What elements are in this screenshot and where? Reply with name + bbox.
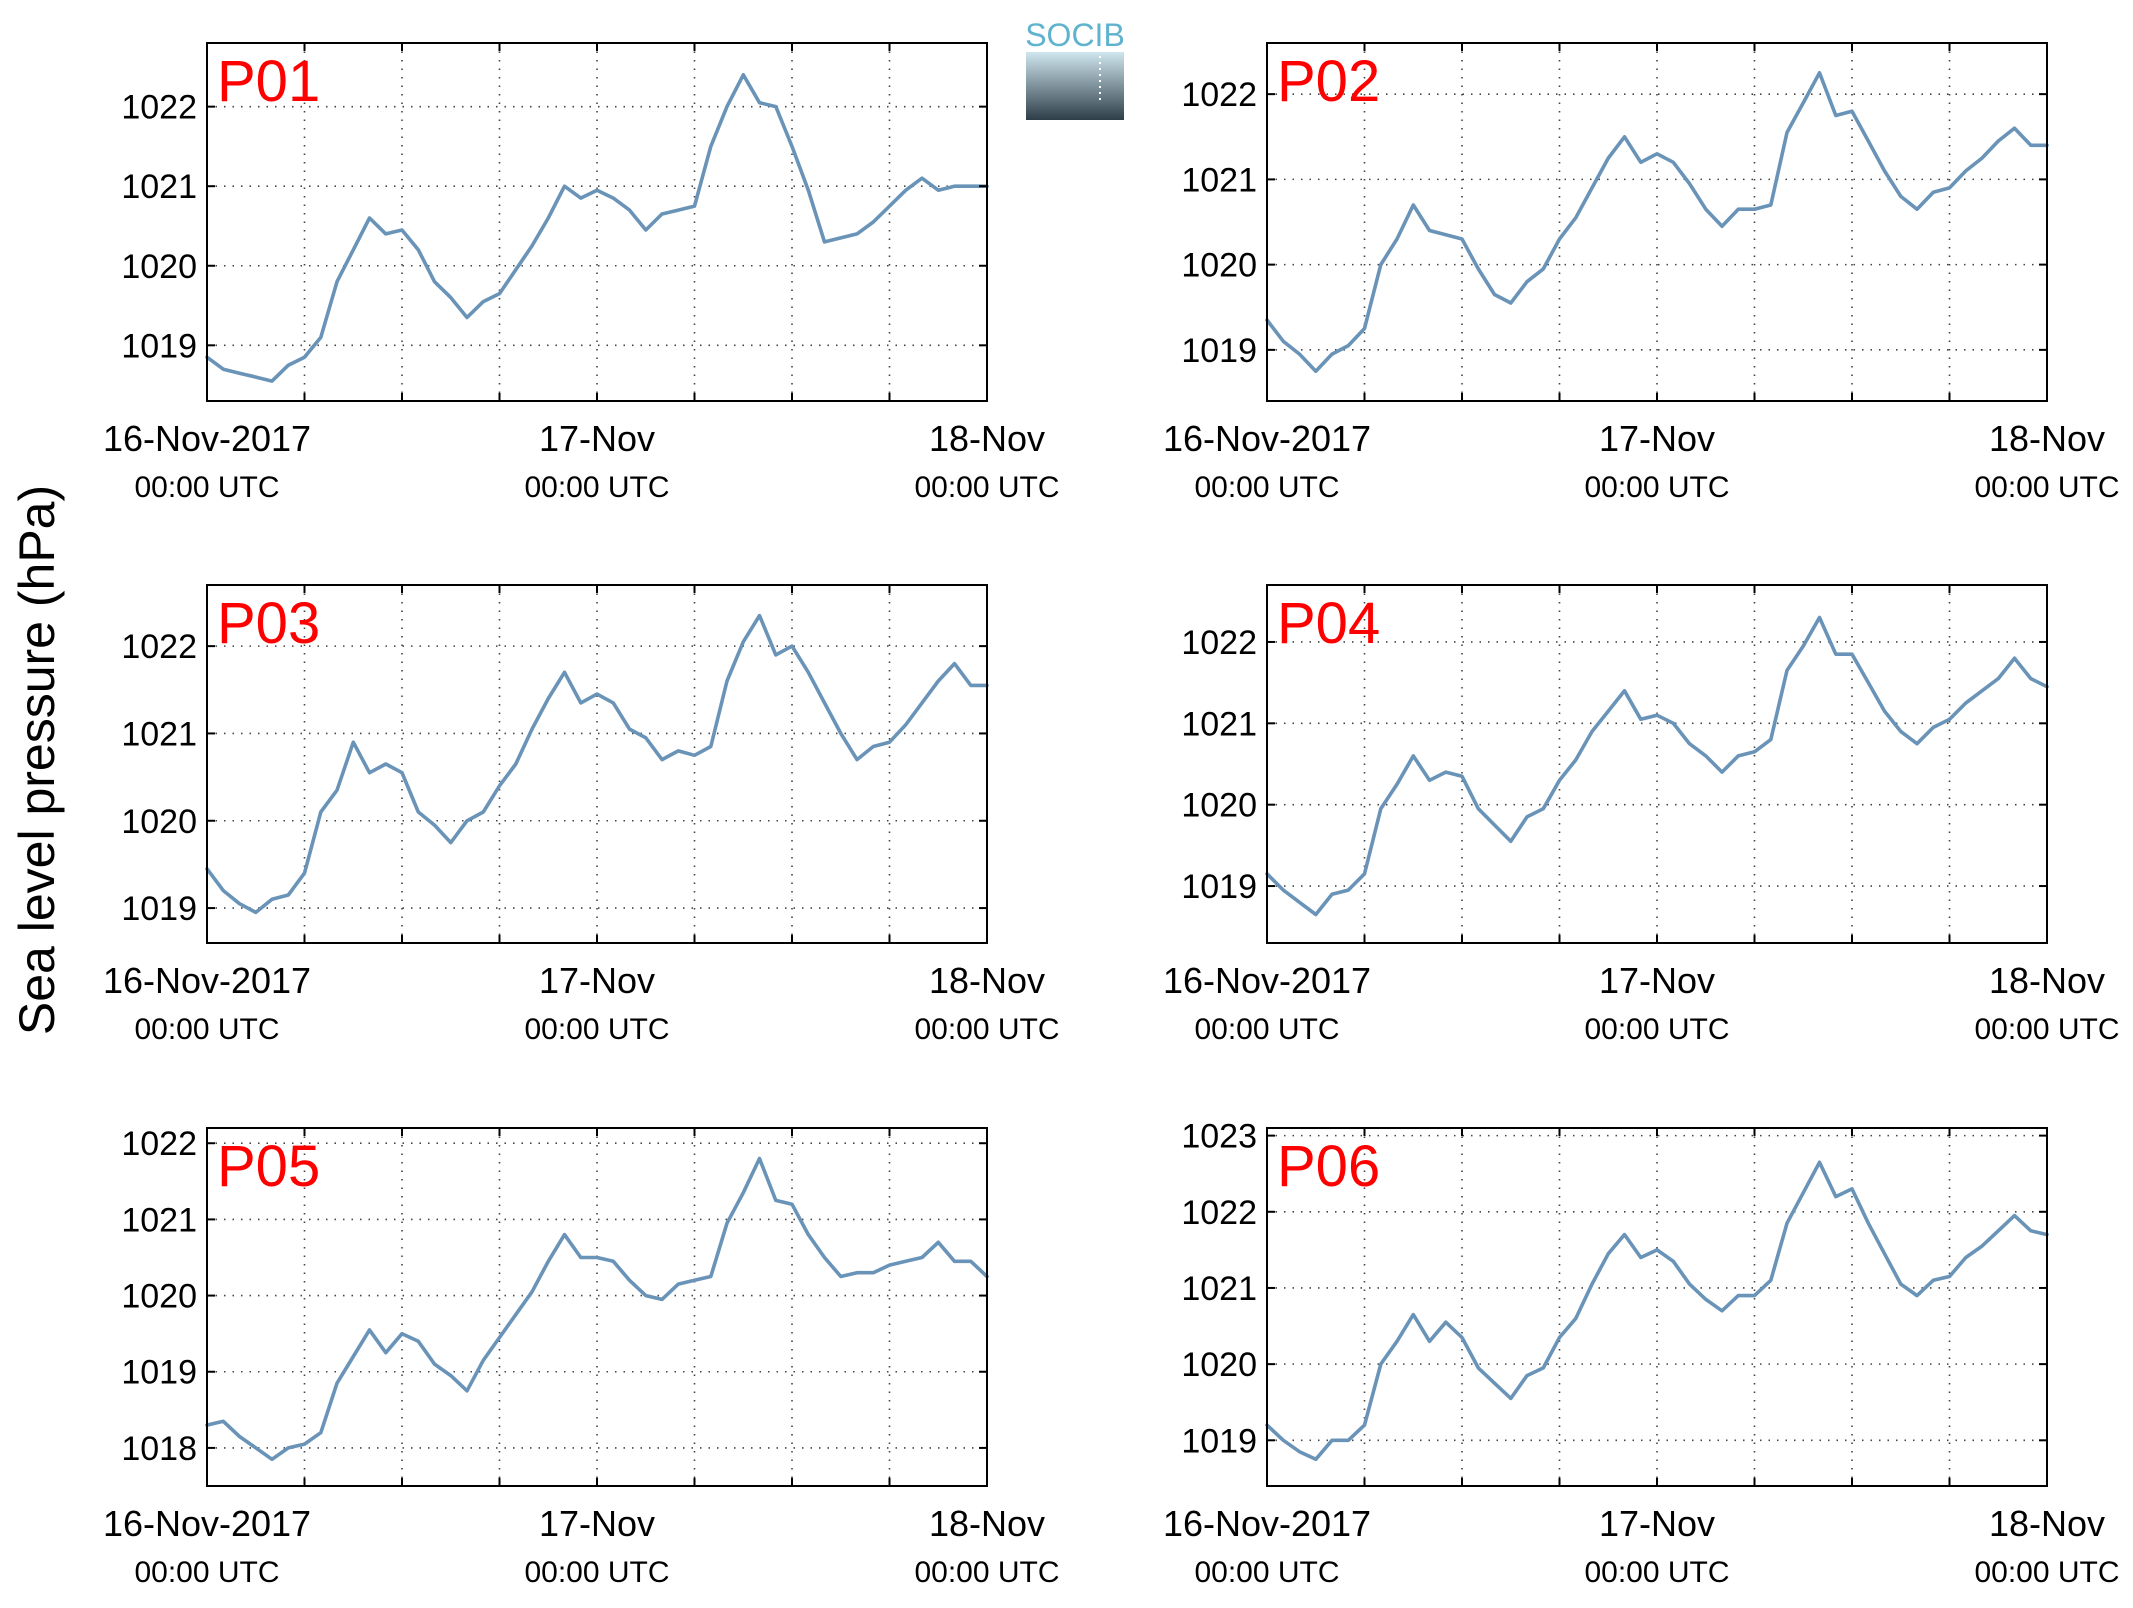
chart-p01-ytick-label: 1020: [121, 248, 197, 286]
chart-p05-ytick-label: 1019: [121, 1354, 197, 1392]
chart-p03-series-line: [205, 613, 989, 915]
chart-p04-ytick-label: 1020: [1181, 787, 1257, 825]
chart-panel-p05: 1018 1019 1020 1021 1022 16-Nov-2017 00:00 UTC…: [103, 1125, 1060, 1589]
chart-p04-xtick-label: 17-Nov: [1599, 960, 1715, 1001]
chart-p03-xtick-sublabel: 00:00 UTC: [134, 1013, 279, 1046]
chart-p05-ytick-label: 1022: [121, 1125, 197, 1163]
chart-p03-xtick-label: 16-Nov-2017: [103, 960, 311, 1001]
chart-p02-xtick-label: 16-Nov-2017: [1163, 418, 1371, 459]
chart-p05-xtick-sublabel: 00:00 UTC: [914, 1556, 1059, 1589]
chart-p02-xtick-label: 17-Nov: [1599, 418, 1715, 459]
chart-p03-ytick-label: 1020: [121, 803, 197, 841]
chart-panel-p02: 1019 1020 1021 1022 16-Nov-2017 00:00 UTC 17-N…: [1163, 42, 2120, 504]
chart-p05-xtick-label: 18-Nov: [929, 1503, 1045, 1544]
chart-p04-ytick-label: 1019: [1181, 868, 1257, 906]
logo-text: SOCIB: [1025, 17, 1125, 53]
chart-p04-xtick-sublabel: 00:00 UTC: [1974, 1013, 2119, 1046]
chart-p06-ytick-label: 1019: [1181, 1422, 1257, 1460]
chart-p03-panel-label: P03: [217, 591, 320, 656]
chart-p04-ytick-label: 1021: [1181, 705, 1257, 743]
chart-p01-xtick-sublabel: 00:00 UTC: [914, 471, 1059, 504]
chart-p03-xtick-label: 18-Nov: [929, 960, 1045, 1001]
chart-p02-series-line: [1265, 71, 2049, 374]
chart-p02-xtick-label: 18-Nov: [1989, 418, 2105, 459]
chart-p05-panel-label: P05: [217, 1134, 320, 1199]
chart-p01-xtick-label: 17-Nov: [539, 418, 655, 459]
chart-p05-xtick-label: 16-Nov-2017: [103, 1503, 311, 1544]
chart-p05-ytick-label: 1018: [121, 1430, 197, 1468]
chart-p03-ytick-label: 1021: [121, 715, 197, 753]
chart-p01-panel-label: P01: [217, 49, 320, 114]
chart-p05-ytick-label: 1020: [121, 1278, 197, 1316]
chart-p02-ytick-label: 1022: [1181, 76, 1257, 114]
chart-p01-xtick-label: 18-Nov: [929, 418, 1045, 459]
chart-p06-xtick-label: 18-Nov: [1989, 1503, 2105, 1544]
chart-p04-ytick-label: 1022: [1181, 624, 1257, 662]
chart-p06-panel-label: P06: [1277, 1134, 1380, 1199]
chart-p06-ytick-label: 1022: [1181, 1194, 1257, 1232]
chart-p02-xtick-sublabel: 00:00 UTC: [1194, 471, 1339, 504]
chart-p06-ytick-label: 1020: [1181, 1346, 1257, 1384]
chart-p03-ytick-label: 1019: [121, 890, 197, 928]
logo-block: [1026, 52, 1124, 120]
chart-p01-series-line: [205, 73, 989, 383]
chart-p02-ytick-label: 1019: [1181, 332, 1257, 370]
chart-p06-xtick-sublabel: 00:00 UTC: [1584, 1556, 1729, 1589]
chart-p01-xtick-label: 16-Nov-2017: [103, 418, 311, 459]
chart-p05-xtick-sublabel: 00:00 UTC: [524, 1556, 669, 1589]
chart-p02-ytick-label: 1020: [1181, 247, 1257, 285]
chart-p02-panel-label: P02: [1277, 49, 1380, 114]
chart-p06-series-line: [1265, 1160, 2049, 1462]
chart-p02-ytick-label: 1021: [1181, 161, 1257, 199]
chart-p06-xtick-sublabel: 00:00 UTC: [1974, 1556, 2119, 1589]
chart-p05-series-line: [205, 1156, 989, 1462]
chart-p05-xtick-label: 17-Nov: [539, 1503, 655, 1544]
chart-p04-panel-label: P04: [1277, 591, 1380, 656]
chart-p05-ytick-label: 1021: [121, 1201, 197, 1239]
chart-p04-xtick-sublabel: 00:00 UTC: [1584, 1013, 1729, 1046]
y-axis-label: Sea level pressure (hPa): [9, 485, 65, 1035]
chart-p01-xtick-sublabel: 00:00 UTC: [134, 471, 279, 504]
chart-p03-xtick-label: 17-Nov: [539, 960, 655, 1001]
chart-p03-xtick-sublabel: 00:00 UTC: [524, 1013, 669, 1046]
chart-p06-ytick-label: 1021: [1181, 1270, 1257, 1308]
chart-panel-p03: 1019 1020 1021 1022 16-Nov-2017 00:00 UTC 17-N…: [103, 584, 1060, 1046]
chart-p06-xtick-label: 17-Nov: [1599, 1503, 1715, 1544]
chart-p02-xtick-sublabel: 00:00 UTC: [1974, 471, 2119, 504]
chart-panel-p06: 1019 1020 1021 1022 1023 16-Nov-2017 00:00 UTC…: [1163, 1118, 2120, 1589]
chart-p06-xtick-sublabel: 00:00 UTC: [1194, 1556, 1339, 1589]
chart-p01-ytick-label: 1022: [121, 89, 197, 127]
chart-p03-ytick-label: 1022: [121, 628, 197, 666]
chart-p06-xtick-label: 16-Nov-2017: [1163, 1503, 1371, 1544]
chart-p03-xtick-sublabel: 00:00 UTC: [914, 1013, 1059, 1046]
chart-panel-p01: 1019 1020 1021 1022 16-Nov-2017 00:00 UTC 17-N…: [103, 42, 1060, 504]
chart-p06-ytick-label: 1023: [1181, 1118, 1257, 1156]
chart-panel-p04: 1019 1020 1021 1022 16-Nov-2017 00:00 UTC 17-N…: [1163, 584, 2120, 1046]
chart-p01-ytick-label: 1021: [121, 168, 197, 206]
chart-p04-xtick-label: 16-Nov-2017: [1163, 960, 1371, 1001]
chart-p02-xtick-sublabel: 00:00 UTC: [1584, 471, 1729, 504]
chart-p04-xtick-sublabel: 00:00 UTC: [1194, 1013, 1339, 1046]
chart-p04-xtick-label: 18-Nov: [1989, 960, 2105, 1001]
chart-p01-ytick-label: 1019: [121, 327, 197, 365]
chart-p04-series-line: [1265, 615, 2049, 917]
socib-logo: SOCIB: [1025, 17, 1125, 120]
chart-p05-xtick-sublabel: 00:00 UTC: [134, 1556, 279, 1589]
chart-p01-xtick-sublabel: 00:00 UTC: [524, 471, 669, 504]
